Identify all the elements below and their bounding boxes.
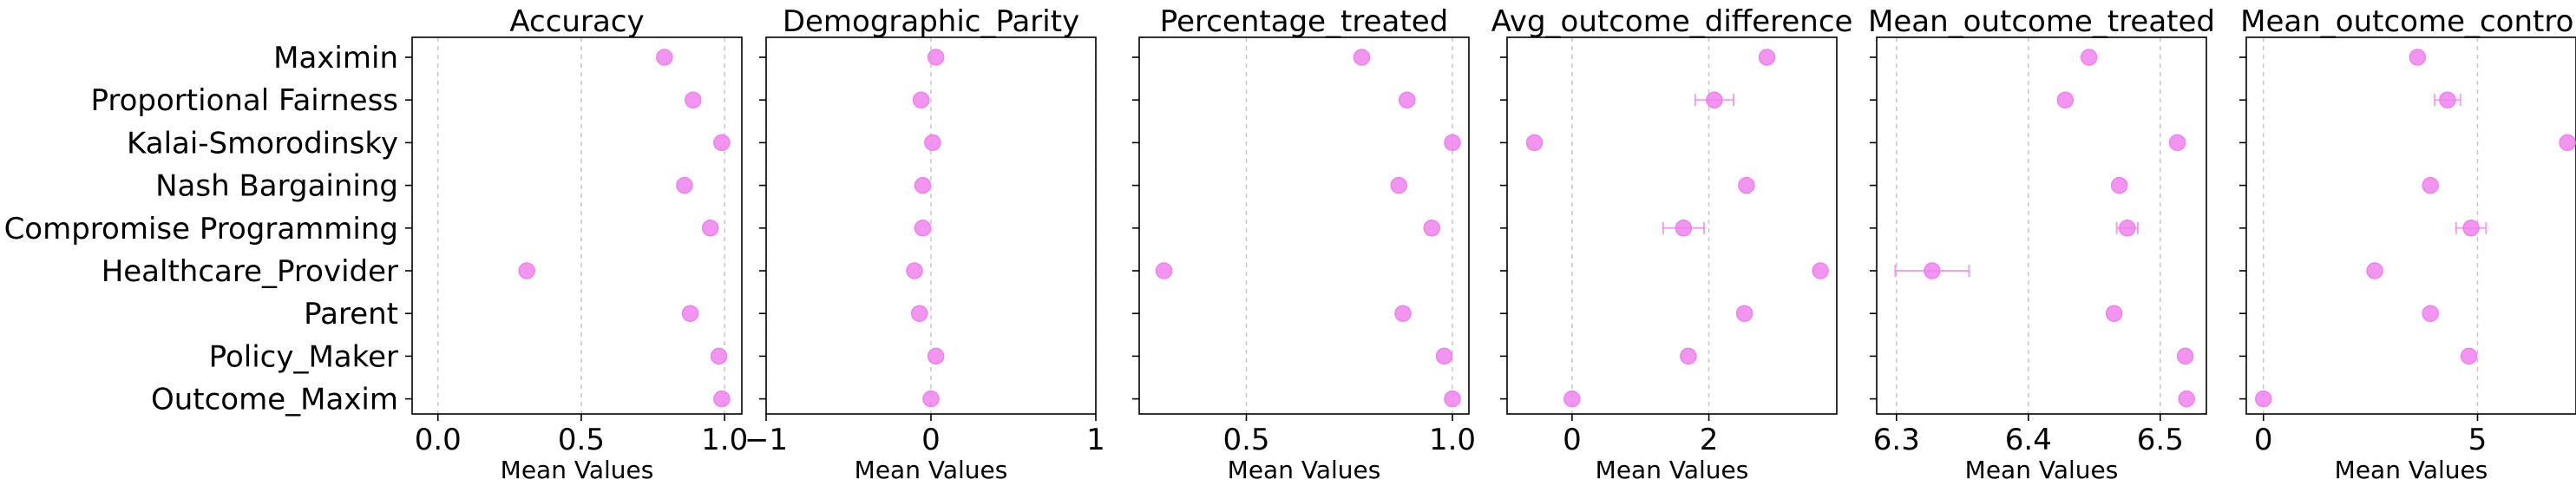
panel-2-point-7 <box>910 305 928 322</box>
panel-5-point-2 <box>2056 91 2075 108</box>
panel-2-point-9 <box>922 390 940 408</box>
panel-5-point-9 <box>2178 390 2195 408</box>
panel-3-xtick-label-2: 1.0 <box>1429 423 1476 457</box>
panel-4-point-7 <box>1735 305 1753 322</box>
panel-1-title: Accuracy <box>509 4 644 39</box>
panel-1-xlabel: Mean Values <box>501 456 654 484</box>
panel-3-point-5 <box>1423 220 1440 237</box>
panel-1-point-6 <box>518 262 535 279</box>
panel-2-xtick-label-3: 1 <box>1086 423 1105 457</box>
panel-4-point-9 <box>1563 390 1581 408</box>
category-label-3: Kalai-Smorodinsky <box>127 126 398 161</box>
panel-5-title: Mean_outcome_treated <box>1868 4 2215 39</box>
panel-1-point-5 <box>701 220 719 237</box>
panel-1-point-9 <box>713 390 731 408</box>
panel-1-xtick-label-1: 0.0 <box>415 423 462 457</box>
panel-6-point-1 <box>2409 49 2427 66</box>
category-label-9: Outcome_Maxim <box>151 383 398 417</box>
panel-2-xtick-label-1: −1 <box>744 423 788 457</box>
category-label-2: Proportional Fairness <box>90 83 398 118</box>
panel-3-point-7 <box>1394 305 1412 322</box>
panel-2-xlabel: Mean Values <box>855 456 1008 484</box>
panel-5-point-7 <box>2105 305 2123 322</box>
panel-1-frame <box>411 36 743 415</box>
panel-3-frame <box>1138 36 1470 415</box>
panel-2-point-6 <box>906 262 923 279</box>
panel-2-point-3 <box>924 134 941 152</box>
category-label-8: Policy_Maker <box>209 339 398 374</box>
panel-4-xtick-label-1: 0 <box>1563 423 1582 457</box>
panel-6-point-9 <box>2254 390 2272 408</box>
panel-4-point-5 <box>1675 220 1693 237</box>
panel-3-point-1 <box>1353 49 1371 66</box>
panel-3-title: Percentage_treated <box>1160 4 1448 39</box>
panel-4-point-2 <box>1706 91 1723 108</box>
panel-6-point-3 <box>2559 134 2576 152</box>
category-label-1: Maximin <box>273 41 398 76</box>
panel-6-xlabel: Mean Values <box>2335 456 2488 484</box>
panel-5-xtick-label-1: 6.3 <box>1873 423 1920 457</box>
panel-2-point-8 <box>927 347 945 365</box>
panel-1-point-4 <box>676 176 693 194</box>
panel-5-point-6 <box>1924 262 1941 279</box>
panel-4-point-3 <box>1525 134 1544 152</box>
panel-6-point-2 <box>2439 91 2456 108</box>
panel-1-xtick-label-2: 0.5 <box>558 423 605 457</box>
category-label-6: Healthcare_Provider <box>102 254 398 289</box>
panel-2-title: Demographic_Parity <box>783 4 1079 39</box>
category-label-7: Parent <box>304 297 398 332</box>
panel-4-point-6 <box>1812 262 1829 279</box>
panel-4-point-4 <box>1738 176 1755 194</box>
panel-5-point-3 <box>2168 134 2186 152</box>
panel-1-point-8 <box>710 347 728 365</box>
panel-4-xlabel: Mean Values <box>1596 456 1749 484</box>
panel-6-xtick-label-2: 5 <box>2468 423 2488 457</box>
panel-2-point-5 <box>914 220 932 237</box>
panel-3-point-9 <box>1444 390 1461 408</box>
panel-2-point-1 <box>927 49 945 66</box>
category-label-5: Compromise Programming <box>4 212 398 246</box>
panel-6-xtick-label-1: 0 <box>2254 423 2273 457</box>
panel-1-point-7 <box>681 305 699 322</box>
panel-5-xlabel: Mean Values <box>1965 456 2119 484</box>
panel-4-frame <box>1506 36 1838 415</box>
panel-1-point-1 <box>656 49 673 66</box>
panel-6-point-7 <box>2422 305 2439 322</box>
panel-3-point-3 <box>1444 134 1461 152</box>
panel-6-title: Mean_outcome_control <box>2240 4 2576 39</box>
panel-5-point-4 <box>2110 176 2128 194</box>
panel-6-point-4 <box>2422 176 2439 194</box>
panel-5-xtick-label-3: 6.5 <box>2137 423 2184 457</box>
panel-4-point-8 <box>1680 347 1697 365</box>
panel-2-point-2 <box>912 91 930 108</box>
panel-6-point-8 <box>2460 347 2478 365</box>
panel-1-xtick-label-3: 1.0 <box>701 423 748 457</box>
panel-5-point-8 <box>2176 347 2194 365</box>
panel-3-point-2 <box>1399 91 1416 108</box>
panel-5-frame <box>1876 36 2207 415</box>
panel-6-frame <box>2245 36 2576 415</box>
panel-5-point-5 <box>2119 220 2136 237</box>
panel-6-point-5 <box>2462 220 2480 237</box>
panel-1-point-3 <box>713 134 731 152</box>
panel-3-point-4 <box>1390 176 1407 194</box>
panel-3-point-6 <box>1155 262 1173 279</box>
panel-3-xtick-label-1: 0.5 <box>1222 423 1269 457</box>
panel-4-point-1 <box>1758 49 1776 66</box>
panel-5-point-1 <box>2080 49 2098 66</box>
panel-1-point-2 <box>685 91 702 108</box>
panel-5-xtick-label-2: 6.4 <box>2005 423 2052 457</box>
panel-2-xtick-label-2: 0 <box>921 423 941 457</box>
category-label-4: Nash Bargaining <box>155 169 398 204</box>
panel-4-xtick-label-2: 2 <box>1700 423 1719 457</box>
panel-3-xlabel: Mean Values <box>1228 456 1381 484</box>
panel-3-point-8 <box>1435 347 1453 365</box>
panel-6-point-6 <box>2366 262 2383 279</box>
panel-4-title: Avg_outcome_difference <box>1491 4 1853 39</box>
panel-2-point-4 <box>914 176 932 194</box>
